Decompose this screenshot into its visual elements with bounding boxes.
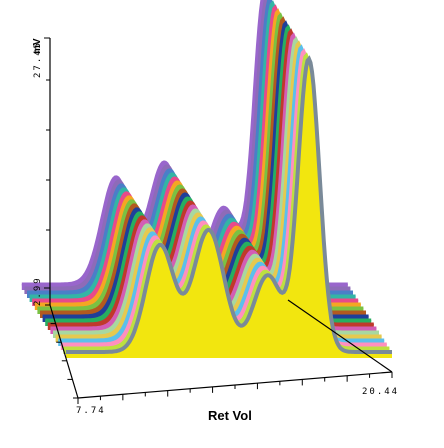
trace-stack: [21, 0, 392, 358]
y-tick-label-top: 27.45: [33, 41, 43, 78]
back-axis-line: [287, 299, 393, 373]
depth-ticks: [45, 304, 78, 399]
trace-line-0: [66, 55, 392, 354]
x-tick-label-start: 7.74: [76, 406, 106, 416]
x-tick-label-end: 20.44: [362, 387, 399, 397]
y-axis-title: mV: [32, 38, 43, 54]
y-tick-label-base: 2.99: [33, 276, 43, 306]
x-ticks: [77, 372, 393, 404]
x-axis-title: Ret Vol: [208, 408, 252, 423]
depth-axis-line: [49, 304, 79, 399]
